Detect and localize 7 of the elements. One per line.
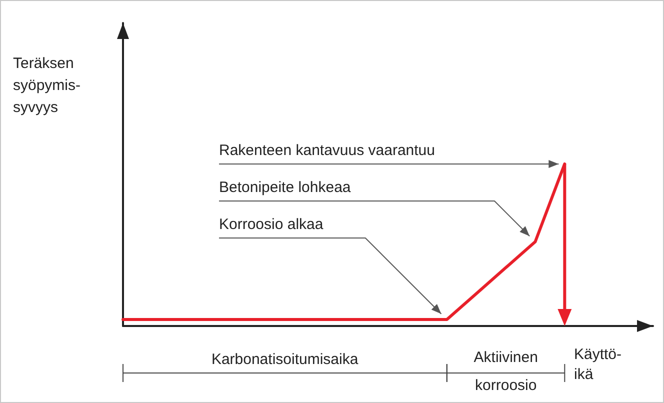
annotation: Korroosio alkaa xyxy=(219,215,324,235)
text: Karbonatisoitumisaika xyxy=(211,350,358,370)
text: Aktiivinen korroosio xyxy=(474,348,538,396)
annotation: Betonipeite lohkeaa xyxy=(219,178,351,198)
x-axis-title: Käyttö- ikä xyxy=(574,345,622,385)
y-axis-title: Teräksen syöpymis- syvyys xyxy=(13,54,81,118)
text: Rakenteen kantavuus vaarantuu xyxy=(219,141,435,161)
